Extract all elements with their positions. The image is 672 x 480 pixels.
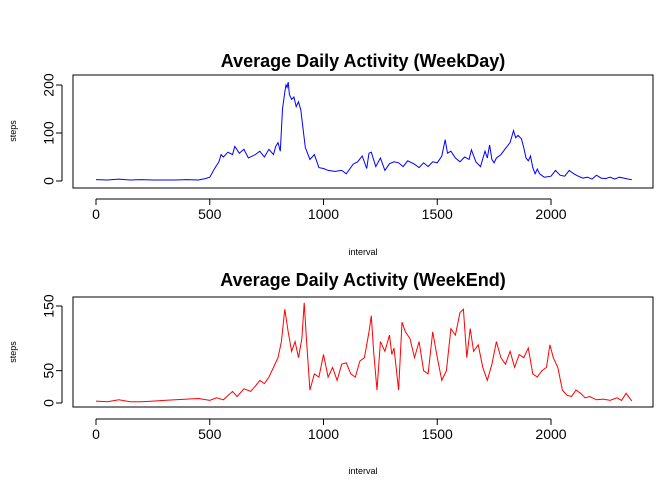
weekday-series-line — [95, 81, 632, 181]
weekend-x-tick-label: 1000 — [308, 426, 339, 442]
weekend-y-tick-label: 50 — [41, 363, 57, 379]
weekday-y-tick-label: 200 — [41, 73, 57, 97]
weekend-x-tick-label: 1500 — [422, 426, 453, 442]
weekday-plot-frame — [72, 74, 654, 189]
weekday-x-tick-label: 0 — [92, 206, 100, 222]
weekend-series-line — [95, 302, 633, 403]
weekend-y-tick-label: 0 — [41, 399, 57, 407]
weekday-x-axis: 0 500 1000 1500 2000 — [92, 198, 567, 222]
weekday-y-axis-label: steps — [8, 120, 18, 142]
weekday-x-axis-label: interval — [348, 247, 377, 257]
weekend-chart: Average Daily Activity (WeekEnd) 0 500 100… — [8, 270, 654, 476]
weekend-plot-frame — [72, 296, 654, 408]
weekday-x-tick-label: 1000 — [308, 206, 339, 222]
weekend-chart-title: Average Daily Activity (WeekEnd) — [220, 270, 505, 290]
weekend-x-tick-label: 0 — [92, 426, 100, 442]
weekend-y-axis: 0 50 150 — [41, 294, 63, 407]
weekday-x-tick-label: 2000 — [535, 206, 566, 222]
weekend-x-tick-label: 2000 — [535, 426, 566, 442]
weekend-x-tick-label: 500 — [198, 426, 222, 442]
weekend-x-axis: 0 500 1000 1500 2000 — [92, 418, 567, 442]
weekend-x-axis-label: interval — [348, 466, 377, 476]
weekday-x-tick-label: 1500 — [422, 206, 453, 222]
weekday-chart-title: Average Daily Activity (WeekDay) — [221, 51, 505, 71]
weekend-y-tick-label: 150 — [41, 294, 57, 318]
weekday-y-tick-label: 0 — [41, 177, 57, 185]
weekday-x-tick-label: 500 — [198, 206, 222, 222]
weekend-y-axis-label: steps — [8, 341, 18, 363]
weekday-chart: Average Daily Activity (WeekDay) 0 500 100… — [8, 51, 654, 257]
weekday-y-tick-label: 100 — [41, 121, 57, 145]
weekday-y-axis: 0 100 200 — [41, 73, 63, 185]
